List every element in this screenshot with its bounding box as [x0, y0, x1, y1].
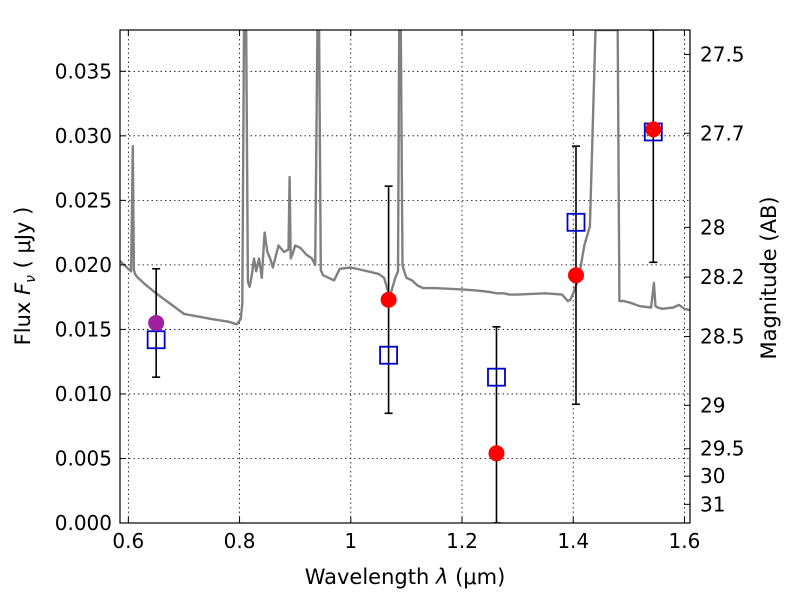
- model-spectrum-layer: [120, 30, 690, 326]
- y2-axis-label: Magnitude (AB): [757, 196, 781, 359]
- y2-tick-label: 29: [700, 393, 725, 417]
- x-tick-label: 1: [344, 529, 357, 553]
- y-tick-label: 0.015: [55, 317, 112, 341]
- y2-tick-labels: 27.5 27.7 28 28.2 28.5 29 29.5 30 31: [700, 42, 745, 516]
- plot-frame: [119, 29, 691, 524]
- axis-ticks: [120, 30, 690, 524]
- observed-flux-point: [380, 291, 397, 308]
- y-tick-label: 0.020: [55, 253, 112, 277]
- y2-tick-label: 27.7: [700, 121, 745, 145]
- observed-flux-point: [488, 445, 505, 462]
- model-spectrum-line: [120, 30, 690, 326]
- x-tick-label: 0.6: [112, 529, 144, 553]
- y2-tick-label: 31: [700, 492, 725, 516]
- y2-tick-label: 29.5: [700, 437, 745, 461]
- model-photometry-square: [487, 367, 506, 387]
- model-photometry-square: [566, 212, 586, 232]
- y-tick-label: 0.025: [55, 188, 112, 212]
- marker-layer: [146, 121, 663, 462]
- y2-tick-label: 27.5: [700, 42, 745, 66]
- observed-flux-point: [645, 121, 662, 138]
- y-tick-label: 0.010: [55, 382, 112, 406]
- y-tick-label: 0.030: [55, 124, 112, 148]
- y2-tick-label: 30: [700, 464, 725, 488]
- y-tick-label: 0.000: [55, 511, 112, 535]
- y-axis-label: Flux Fν ( μJy ): [11, 207, 39, 346]
- grid-lines: [120, 30, 690, 523]
- model-photometry-square: [146, 330, 166, 350]
- y-tick-labels: 0.000 0.005 0.010 0.015 0.020 0.025 0.030 0.035: [55, 59, 112, 535]
- observed-flux-point: [568, 267, 584, 284]
- x-axis-label: Wavelength λ (μm): [305, 565, 506, 589]
- x-tick-label: 0.8: [224, 529, 256, 553]
- y-tick-label: 0.005: [55, 446, 112, 470]
- model-photometry-square: [379, 345, 398, 365]
- x-tick-labels: 0.6 0.8 1 1.2 1.4 1.6: [112, 529, 700, 553]
- y2-tick-label: 28.2: [700, 265, 745, 289]
- y2-tick-label: 28.5: [700, 324, 745, 348]
- y-tick-label: 0.035: [55, 59, 112, 83]
- observed-flux-point: [148, 314, 165, 331]
- x-tick-label: 1.2: [446, 529, 478, 553]
- x-tick-label: 1.6: [669, 529, 701, 553]
- x-tick-label: 1.4: [557, 529, 589, 553]
- y2-tick-label: 28: [700, 215, 725, 239]
